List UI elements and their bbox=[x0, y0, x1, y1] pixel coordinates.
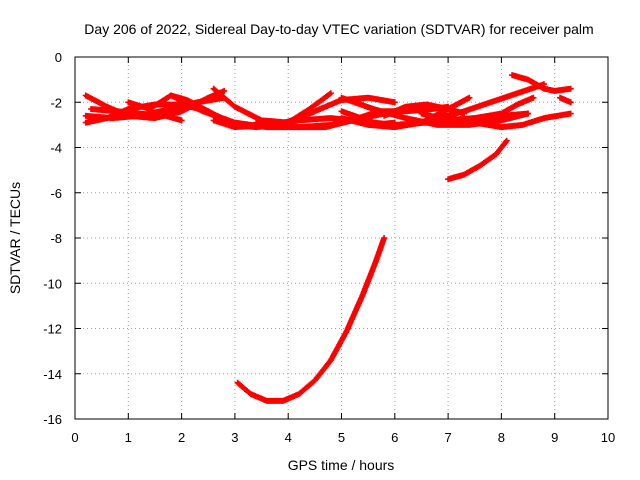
data-point-markers bbox=[445, 137, 510, 183]
axis-ticks: 0 1 2 3 4 5 6 7 8 9 10 0 -2 -4 -6 -8 -10 -12 -14 -16 bbox=[43, 50, 615, 445]
x-tick-label: 10 bbox=[601, 430, 615, 445]
series-arc-4 bbox=[88, 106, 185, 124]
x-tick-label: 3 bbox=[231, 430, 238, 445]
x-tick-label: 8 bbox=[498, 430, 505, 445]
chart-title: Day 206 of 2022, Sidereal Day-to-day VTE… bbox=[84, 21, 593, 37]
x-tick-label: 2 bbox=[178, 430, 185, 445]
y-tick-label: -2 bbox=[50, 95, 62, 110]
x-axis-label: GPS time / hours bbox=[288, 457, 395, 473]
series-arc-17 bbox=[445, 110, 574, 131]
series-arc-20 bbox=[445, 137, 510, 183]
data-point-markers bbox=[509, 72, 574, 94]
data-point-markers bbox=[445, 110, 574, 131]
series-arc-21 bbox=[234, 235, 388, 404]
series-arc-18 bbox=[509, 72, 574, 94]
x-tick-label: 5 bbox=[338, 430, 345, 445]
y-tick-label: -14 bbox=[43, 367, 62, 382]
y-axis-label: SDTVAR / TECUs bbox=[7, 182, 23, 294]
y-tick-label: -6 bbox=[50, 186, 62, 201]
y-tick-label: -16 bbox=[43, 412, 62, 427]
y-tick-label: -10 bbox=[43, 276, 62, 291]
data-series bbox=[82, 72, 574, 404]
series-arc-19 bbox=[557, 94, 574, 106]
data-point-markers bbox=[557, 94, 574, 106]
x-tick-label: 6 bbox=[391, 430, 398, 445]
y-tick-label: -8 bbox=[50, 231, 62, 246]
data-point-markers bbox=[88, 106, 185, 124]
y-tick-label: -12 bbox=[43, 322, 62, 337]
y-tick-label: 0 bbox=[55, 50, 62, 65]
x-tick-label: 0 bbox=[71, 430, 78, 445]
x-tick-label: 4 bbox=[285, 430, 292, 445]
x-tick-label: 1 bbox=[125, 430, 132, 445]
y-tick-label: -4 bbox=[50, 141, 62, 156]
x-tick-label: 7 bbox=[444, 430, 451, 445]
x-tick-label: 9 bbox=[551, 430, 558, 445]
data-point-markers bbox=[234, 235, 388, 404]
